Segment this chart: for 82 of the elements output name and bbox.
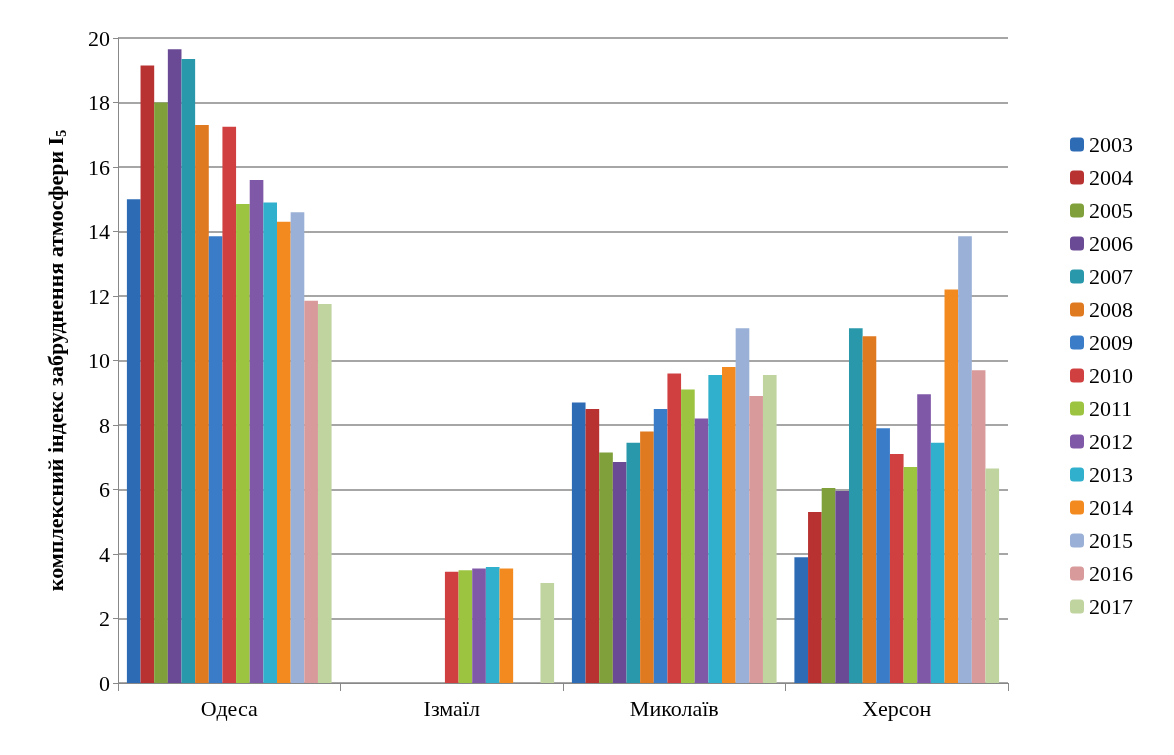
bar: [917, 394, 931, 683]
bar: [848, 328, 863, 683]
legend-label: 2013: [1089, 462, 1133, 487]
bar: [571, 402, 586, 683]
bar: [181, 58, 196, 683]
y-tick-label: 16: [88, 154, 110, 180]
bar: [694, 418, 709, 683]
bar: [985, 468, 1000, 683]
legend-label: 2006: [1089, 231, 1133, 256]
legend-label: 2015: [1089, 528, 1133, 553]
bar: [277, 221, 291, 683]
bar: [167, 49, 182, 683]
y-tick-label: 6: [99, 477, 110, 502]
y-tick-label: 14: [88, 219, 110, 244]
y-axis-title: комплексний індекс забруднення атмосфери I5: [42, 129, 69, 592]
legend-label: 2003: [1089, 132, 1133, 157]
bar: [304, 300, 318, 683]
x-tick-label: Херсон: [862, 695, 932, 721]
bar: [903, 466, 918, 683]
x-tick-label: Одеса: [200, 695, 258, 721]
bar: [236, 204, 250, 683]
legend-label: 2017: [1089, 594, 1133, 619]
bar: [808, 512, 822, 683]
bar: [540, 583, 555, 683]
bar: [599, 452, 613, 683]
bar: [930, 442, 945, 683]
bar: [821, 487, 836, 683]
bar: [749, 395, 763, 683]
legend-label: 2004: [1089, 165, 1133, 190]
legend-label: 2007: [1089, 264, 1133, 289]
bar: [472, 568, 486, 683]
bar: [290, 212, 305, 683]
y-tick-label: 12: [88, 283, 110, 309]
bar: [958, 236, 972, 683]
bar: [862, 336, 877, 683]
bar: [249, 179, 264, 683]
legend-label: 2016: [1089, 561, 1133, 586]
bar: [794, 557, 809, 683]
legend-label: 2011: [1089, 396, 1133, 421]
bar: [722, 366, 736, 683]
bar: [667, 373, 682, 683]
y-tick-label: 0: [99, 670, 110, 696]
bar: [626, 442, 641, 683]
bar: [612, 462, 627, 683]
bar: [653, 408, 668, 683]
y-tick-label: 2: [99, 606, 110, 631]
x-tick-label: Миколаїв: [629, 695, 719, 721]
y-tick-label: 18: [88, 90, 110, 115]
bar: [499, 568, 514, 683]
bar: [876, 428, 890, 683]
x-tick-label: Ізмаїл: [423, 695, 480, 721]
y-tick-label: 4: [99, 541, 110, 567]
bar: [444, 571, 459, 683]
bar: [971, 370, 986, 683]
legend-label: 2014: [1089, 495, 1133, 520]
bar: [263, 202, 278, 683]
bar: [944, 289, 959, 683]
y-tick-label: 8: [99, 412, 110, 438]
bar: [126, 199, 141, 683]
bar: [681, 389, 695, 683]
y-tick-label: 10: [88, 348, 110, 373]
bar: [889, 454, 904, 683]
legend-label: 2005: [1089, 198, 1133, 223]
y-tick-label: 20: [88, 25, 110, 51]
bar: [735, 328, 750, 683]
legend-label: 2012: [1089, 429, 1133, 454]
bar: [485, 566, 500, 683]
bar: [585, 408, 600, 683]
legend-label: 2008: [1089, 297, 1133, 322]
bar: [208, 236, 223, 683]
bar: [458, 570, 473, 683]
bar: [140, 65, 155, 683]
bar: [640, 431, 654, 683]
legend-label: 2010: [1089, 363, 1133, 388]
bar: [708, 375, 723, 683]
bar: [222, 126, 237, 683]
bar: [317, 304, 332, 683]
bar: [154, 102, 168, 683]
bar: [762, 375, 777, 683]
bar: [835, 491, 849, 683]
legend-label: 2009: [1089, 330, 1133, 355]
bar: [195, 125, 209, 683]
